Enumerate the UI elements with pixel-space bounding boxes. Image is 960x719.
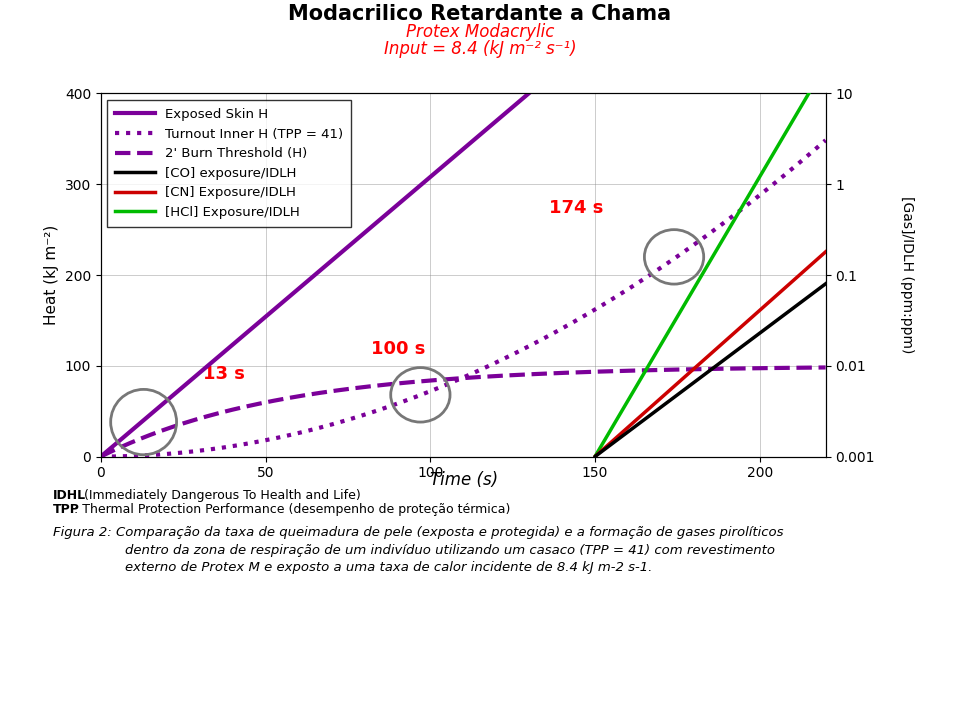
Text: Protex Modacrylic: Protex Modacrylic (406, 23, 554, 41)
Text: 100 s: 100 s (371, 340, 425, 358)
Text: Time (s): Time (s) (430, 471, 497, 489)
Text: (Immediately Dangerous To Health and Life): (Immediately Dangerous To Health and Lif… (80, 489, 360, 502)
Text: 13 s: 13 s (203, 365, 245, 383)
Y-axis label: [Gas]/IDLH (ppm:ppm): [Gas]/IDLH (ppm:ppm) (900, 196, 914, 354)
Text: Input = 8.4 (kJ m⁻² s⁻¹): Input = 8.4 (kJ m⁻² s⁻¹) (384, 40, 576, 58)
Text: Figura 2: Comparação da taxa de queimadura de pele (exposta e protegida) e a for: Figura 2: Comparação da taxa de queimadu… (53, 526, 783, 539)
Text: TPP: TPP (53, 503, 80, 516)
Text: dentro da zona de respiração de um indivíduo utilizando um casaco (TPP = 41) com: dentro da zona de respiração de um indiv… (125, 544, 775, 557)
Legend: Exposed Skin H, Turnout Inner H (TPP = 41), 2' Burn Threshold (H), [CO] exposure: Exposed Skin H, Turnout Inner H (TPP = 4… (108, 100, 351, 227)
Text: IDHL: IDHL (53, 489, 86, 502)
Y-axis label: Heat (kJ m⁻²): Heat (kJ m⁻²) (44, 225, 60, 325)
Text: Modacrilico Retardante a Chama: Modacrilico Retardante a Chama (288, 4, 672, 24)
Text: : Thermal Protection Performance (desempenho de proteção térmica): : Thermal Protection Performance (desemp… (74, 503, 511, 516)
Text: externo de Protex M e exposto a uma taxa de calor incidente de 8.4 kJ m-2 s-1.: externo de Protex M e exposto a uma taxa… (125, 561, 652, 574)
Text: 174 s: 174 s (549, 199, 603, 217)
